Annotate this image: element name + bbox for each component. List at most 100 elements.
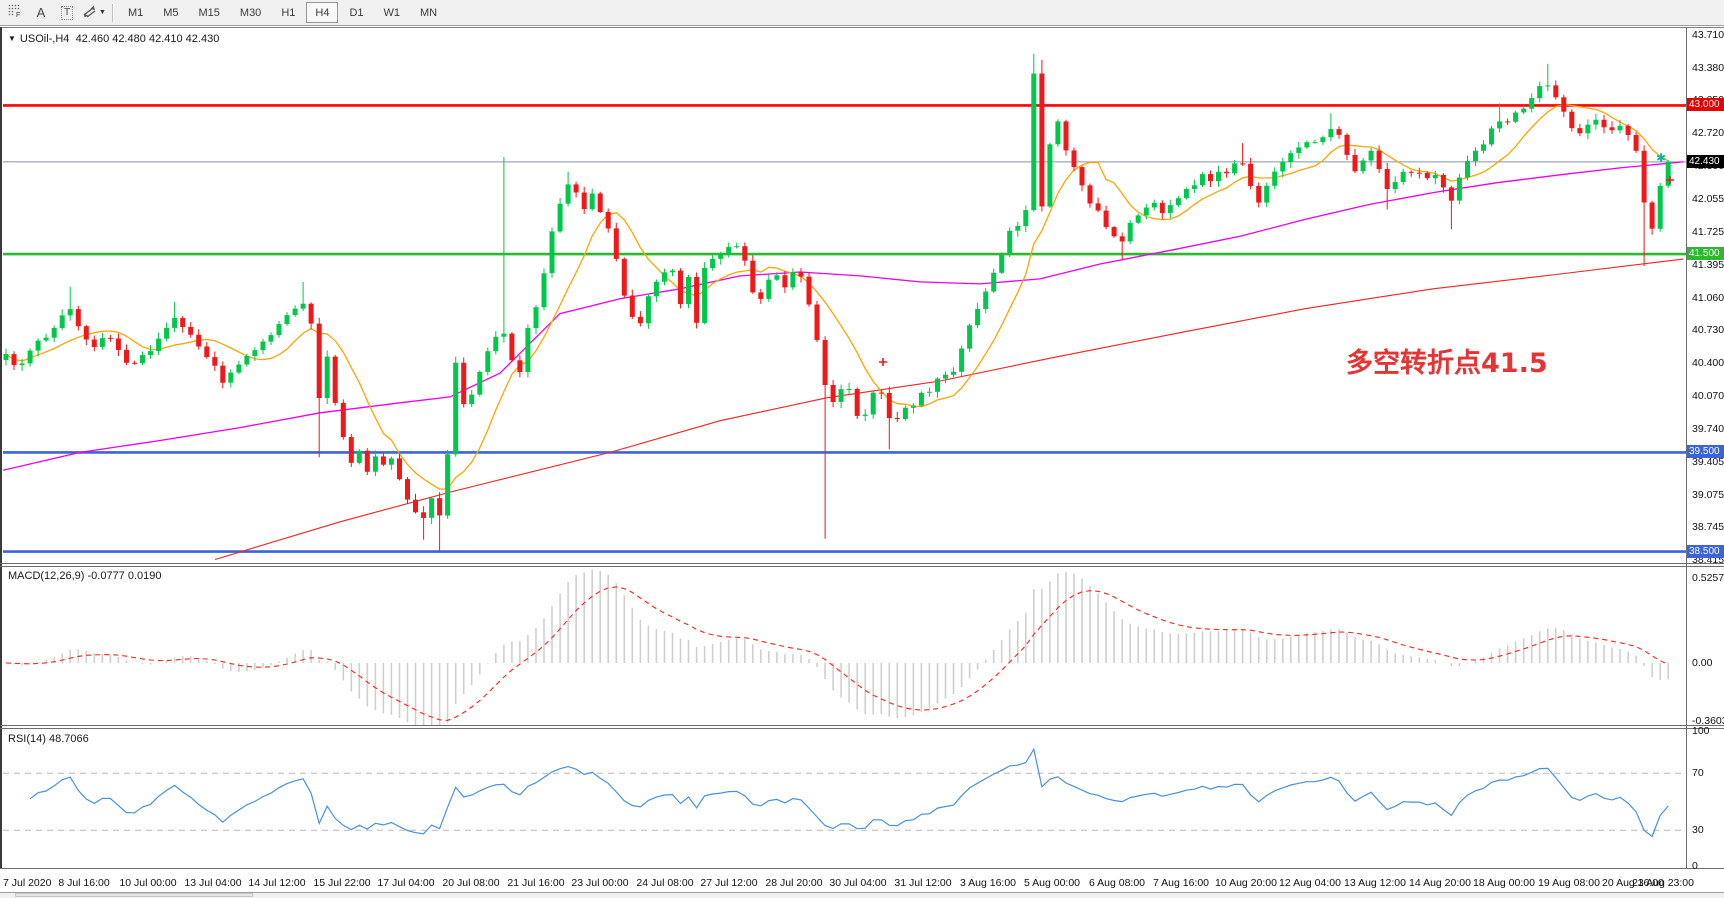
time-tick-label: 18 Aug 00:00 [1473,877,1535,889]
time-tick-label: 20 Aug 16:00 [1602,877,1664,889]
time-tick-label: 3 Aug 16:00 [959,877,1017,889]
rsi-bottom-border [0,868,1724,869]
time-tick-label: 13 Aug 12:00 [1344,877,1406,889]
time-tick-label: 10 Aug 20:00 [1215,877,1277,889]
price-tick-label: 38.745 [1692,521,1724,533]
timeframe-button-w1[interactable]: W1 [383,6,401,19]
price-line-label: 38.500 [1687,545,1724,558]
rsi-tick-label: 100 [1692,725,1710,737]
macd-signal-line [5,586,1669,721]
rsi-value: 48.7066 [48,733,89,745]
horizontal-scrollbar[interactable] [0,893,1724,898]
macd-signal-value: 0.0190 [127,570,162,582]
time-tick-label: 7 Jul 2020 [3,877,52,889]
main-macd-splitter[interactable] [0,563,1724,564]
price-tick-label: 40.730 [1692,324,1724,336]
rsi-label: RSI(14) 48.7066 [8,733,89,745]
price-tick-label: 40.070 [1692,390,1724,402]
macd-rsi-splitter[interactable] [0,725,1724,726]
rsi-panel-canvas[interactable] [3,729,1686,868]
rsi-tick-label: 30 [1692,824,1704,836]
time-tick-label: 23 Aug 23:00 [1632,877,1694,889]
dropdown-caret-icon[interactable]: ▼ [99,9,106,16]
ma-fast-line [5,104,1669,490]
price-chart-canvas[interactable]: ✱ [3,29,1686,563]
macd-tick-label: -0.3603 [1692,715,1724,727]
time-tick-label: 15 Jul 22:00 [313,877,371,889]
time-tick-label: 14 Jul 12:00 [248,877,306,889]
timeframe-button-mn[interactable]: MN [420,6,438,19]
time-tick-label: 10 Jul 00:00 [119,877,177,889]
letter-a-icon: A [36,5,46,20]
timeframe-button-m30[interactable]: M30 [239,6,262,19]
time-tick-label: 6 Aug 08:00 [1088,877,1146,889]
toolbar-separator [111,3,114,22]
time-tick-label: 14 Aug 20:00 [1409,877,1471,889]
rsi-tick-label: 70 [1692,767,1704,779]
text-label-tool-button[interactable]: A [29,2,53,24]
chart-title: ▼ USOil-,H4 42.460 42.480 42.410 42.430 [8,33,219,45]
scrollbar-thumb[interactable] [15,893,253,897]
grid-f-icon: F [8,4,23,21]
time-tick-label: 12 Aug 04:00 [1279,877,1341,889]
chart-left-border [0,27,2,868]
macd-top-border [0,566,1724,567]
diagonal-arrows-icon [82,4,98,21]
time-tick-label: 30 Jul 04:00 [829,877,887,889]
toolbar-divider [0,25,1724,26]
time-tick-label: 7 Aug 16:00 [1152,877,1210,889]
price-tick-label: 39.405 [1692,456,1724,468]
ma-medium-line [3,161,1684,471]
timeframe-button-d1[interactable]: D1 [349,6,364,19]
price-tick-label: 41.725 [1692,226,1724,238]
macd-panel-canvas[interactable] [3,567,1686,725]
chart-annotation-text[interactable]: 多空转折点41.5 [1346,348,1548,379]
time-tick-label: 23 Jul 00:00 [571,877,629,889]
price-line-label: 43.000 [1687,98,1724,111]
macd-main-value: -0.0777 [87,570,125,582]
price-tick-label: 42.720 [1692,127,1724,139]
price-tick-label: 39.075 [1692,489,1724,501]
time-tick-label: 21 Jul 16:00 [507,877,565,889]
crosshair-grid-tool-button[interactable]: F [3,2,27,24]
symbol-name: USOil-,H4 [19,33,70,45]
price-tick-label: 39.740 [1692,423,1724,435]
arrows-tool-button[interactable]: ▼ [81,2,107,24]
timeframe-button-m5[interactable]: M5 [163,6,179,19]
time-tick-label: 13 Jul 04:00 [184,877,242,889]
timeframe-button-h4[interactable]: H4 [306,2,339,23]
time-tick-label: 28 Jul 20:00 [765,877,823,889]
timeframe-button-m1[interactable]: M1 [127,6,144,19]
macd-tick-label: 0.5257 [1692,572,1724,584]
time-tick-label: 5 Aug 00:00 [1023,877,1081,889]
price-tick-label: 42.055 [1692,193,1724,205]
asterisk-marker[interactable]: ✱ [1656,151,1666,165]
collapse-triangle-icon[interactable]: ▼ [8,34,16,43]
price-line-label: 39.500 [1687,445,1724,458]
price-tick-label: 43.710 [1692,29,1724,41]
rsi-top-border [0,728,1724,729]
svg-text:F: F [16,12,20,18]
timeframe-button-m15[interactable]: M15 [198,6,220,19]
rsi-tick-label: 0 [1692,860,1698,872]
time-tick-label: 31 Jul 12:00 [894,877,952,889]
time-tick-label: 19 Aug 08:00 [1538,877,1600,889]
time-tick-label: 24 Jul 08:00 [636,877,694,889]
axis-divider [1686,27,1687,868]
price-tick-label: 43.380 [1692,62,1724,74]
price-tick-label: 41.395 [1692,259,1724,271]
macd-label: MACD(12,26,9) -0.0777 0.0190 [8,570,162,582]
time-tick-label: 17 Jul 04:00 [377,877,435,889]
chart-top-border [0,27,1724,28]
timeframe-button-h1[interactable]: H1 [281,6,296,19]
plus-marker[interactable] [879,358,887,366]
ma-slow-line [214,258,1684,561]
time-tick-label: 20 Jul 08:00 [442,877,500,889]
price-tick-label: 41.060 [1692,292,1724,304]
text-box-tool-button[interactable]: T [55,2,79,24]
price-line-label: 41.500 [1687,247,1724,260]
price-line-label: 42.430 [1687,155,1724,168]
plus-marker[interactable] [1666,176,1674,184]
letter-t-icon: T [60,5,74,20]
price-tick-label: 40.400 [1692,357,1724,369]
